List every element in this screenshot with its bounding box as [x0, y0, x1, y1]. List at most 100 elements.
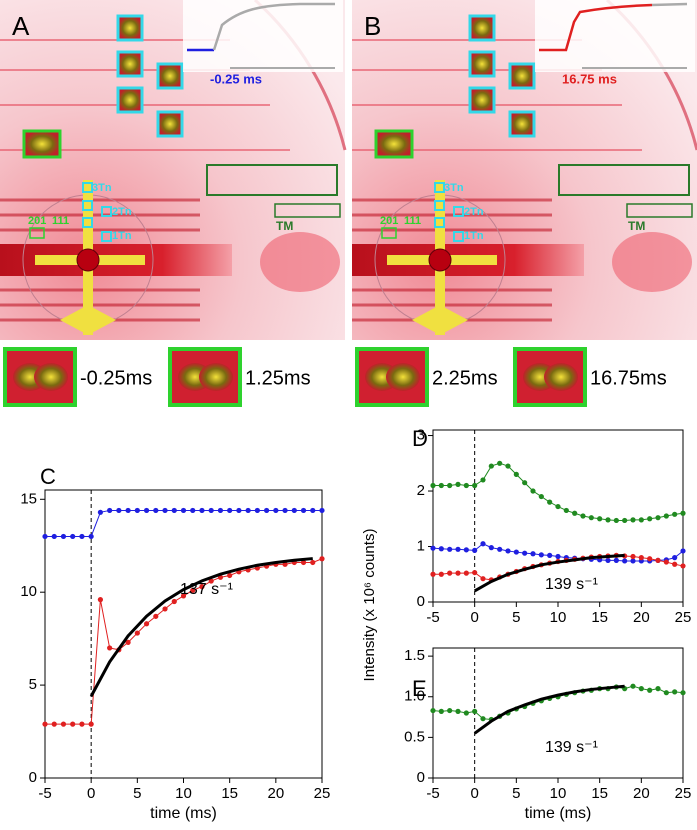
reflection-box	[468, 86, 496, 114]
data-point	[245, 507, 251, 514]
data-point	[638, 517, 644, 523]
x-tick-label: 5	[512, 785, 520, 802]
data-point	[538, 552, 544, 558]
panel-letter: A	[12, 11, 30, 41]
reflection-label: 111	[404, 215, 421, 227]
data-point	[480, 576, 486, 582]
x-tick-label: 5	[133, 785, 141, 802]
x-axis-label: time (ms)	[150, 805, 217, 822]
x-tick-label: 10	[550, 785, 567, 802]
time-label: 16.75 ms	[562, 71, 617, 86]
data-point	[647, 516, 653, 522]
layer-label: 3Tn	[444, 182, 464, 194]
data-point	[455, 481, 461, 487]
data-point	[438, 482, 444, 489]
data-point	[438, 571, 444, 577]
annotation: 137 s⁻¹	[180, 581, 233, 598]
data-point	[208, 578, 214, 584]
x-tick-label: 10	[550, 609, 567, 626]
layer-label: 3Tn	[92, 182, 112, 194]
data-point	[513, 549, 519, 555]
data-point	[647, 687, 653, 693]
equator-glow	[612, 232, 692, 292]
layer-box	[101, 206, 112, 217]
data-point	[447, 707, 453, 714]
data-point	[88, 533, 94, 540]
x-tick-label: 15	[591, 609, 608, 626]
x-axis-label: time (ms)	[525, 805, 592, 822]
y-tick-label: 2	[417, 482, 425, 499]
data-point	[227, 507, 233, 514]
x-tick-label: 20	[267, 785, 284, 802]
data-point	[79, 533, 85, 540]
data-point	[455, 708, 461, 714]
data-point	[180, 507, 187, 514]
data-point	[254, 507, 260, 514]
data-point	[190, 587, 196, 593]
data-point	[463, 547, 469, 553]
data-point	[480, 541, 486, 547]
data-point	[638, 686, 644, 692]
data-point	[563, 507, 569, 514]
data-point	[630, 517, 636, 523]
data-point	[530, 551, 536, 557]
data-point	[472, 569, 478, 576]
data-point	[672, 511, 678, 517]
data-point	[162, 507, 168, 514]
reflection-box	[116, 86, 144, 114]
series-line	[433, 462, 684, 521]
tm-box	[626, 203, 693, 218]
reflection-label: 111	[52, 215, 69, 227]
reflection-label: 201	[28, 215, 46, 227]
time-label: -0.25 ms	[210, 71, 262, 86]
data-point	[497, 460, 503, 466]
data-point	[88, 721, 94, 727]
x-tick-label: -5	[426, 609, 439, 626]
series-line	[45, 509, 322, 537]
tm-label: TM	[276, 219, 293, 233]
inset-bg	[535, 0, 695, 72]
data-point	[51, 533, 57, 540]
y-tick-label: 3	[417, 427, 425, 444]
data-point	[547, 499, 553, 505]
data-point	[622, 517, 628, 524]
reflection-mark	[381, 227, 397, 239]
layer-box	[82, 200, 93, 211]
strip-blob	[199, 363, 233, 391]
data-point	[153, 507, 159, 514]
data-point	[125, 507, 131, 514]
x-tick-label: 5	[512, 609, 520, 626]
x-tick-label: 0	[470, 785, 478, 802]
data-point	[162, 606, 168, 612]
reflection-box	[156, 110, 184, 138]
y-tick-label: 0.5	[404, 728, 425, 745]
x-tick-label: 25	[675, 609, 692, 626]
data-point	[655, 686, 661, 692]
panel-letter: D	[412, 426, 428, 451]
x-tick-label: 15	[221, 785, 238, 802]
x-tick-label: 10	[175, 785, 192, 802]
data-point	[530, 488, 536, 494]
beam-stop	[76, 248, 100, 272]
data-point	[663, 559, 669, 565]
data-point	[319, 507, 325, 514]
x-tick-label: 25	[675, 785, 692, 802]
layer-label: 1Tn	[464, 230, 484, 242]
data-point	[472, 482, 478, 489]
data-point	[319, 556, 325, 562]
strip-blob	[544, 363, 578, 391]
data-point	[630, 553, 636, 560]
data-point	[463, 482, 469, 489]
data-point	[463, 570, 469, 576]
data-point	[672, 689, 678, 695]
data-point	[430, 571, 436, 577]
data-point	[663, 690, 669, 696]
background-box	[206, 164, 338, 196]
x-tick-label: -5	[38, 785, 51, 802]
data-point	[282, 507, 288, 514]
layer-box	[453, 206, 464, 217]
series-line	[432, 685, 684, 721]
fit-line	[473, 684, 625, 735]
data-point	[647, 556, 653, 562]
